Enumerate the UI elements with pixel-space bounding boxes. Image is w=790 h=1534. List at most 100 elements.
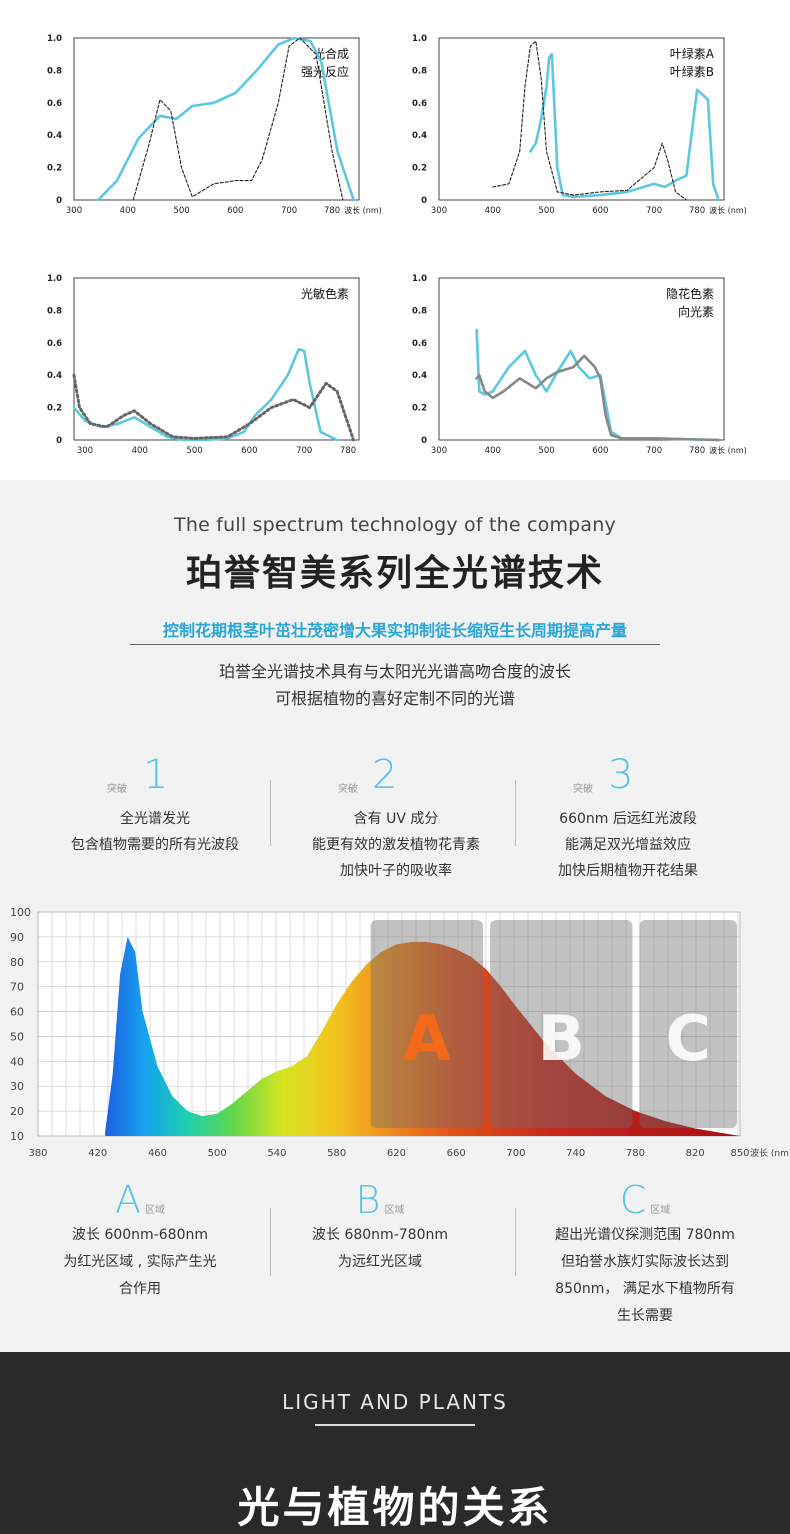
y-tick-label: 30 <box>10 1080 24 1093</box>
column-separator <box>515 780 516 846</box>
legend-label: 叶绿素A <box>670 46 715 61</box>
zone-line: 850nm， 满足水下植物所有 <box>555 1281 735 1297</box>
legend-label: 叶绿素B <box>670 64 714 79</box>
breakthrough-line: 能满足双光增益效应 <box>565 837 691 853</box>
y-tick-label: 0 <box>56 196 62 206</box>
light-and-plants-banner: LIGHT AND PLANTS 光与植物的关系 <box>0 1352 790 1534</box>
breakthrough-number: 2 <box>372 752 398 798</box>
breakthrough-line: 660nm 后远红光波段 <box>559 811 697 827</box>
x-tick-label: 400 <box>120 206 136 216</box>
y-tick-label: 0.6 <box>47 99 62 109</box>
y-tick-label: 80 <box>10 956 24 969</box>
mini-charts-area: 0 0.2 0.4 0.6 0.8 1.0 300 400 500 600 700 780 波长 (nm… <box>0 0 790 480</box>
zone-tag: 区域 <box>650 1205 671 1216</box>
zone-letter: B <box>355 1178 381 1222</box>
title-divider <box>130 644 660 645</box>
x-tick-label: 500 <box>538 446 554 456</box>
full-spectrum-chart: A B C 10 20 30 40 50 60 70 80 90 100 380 420 460 500 540 5… <box>0 900 790 1170</box>
zone-line: 为远红光区域 <box>338 1254 422 1270</box>
x-tick-label: 600 <box>592 206 608 216</box>
breakthroughs: 突破 1 全光谱发光 包含植物需要的所有光波段 突破 2 含有 UV 成分 能更… <box>0 752 790 892</box>
y-tick-label: 90 <box>10 931 24 944</box>
plot-frame <box>438 37 725 201</box>
x-tick-label: 400 <box>485 446 501 456</box>
plot-frame <box>73 37 360 201</box>
x-tick-label: 500 <box>208 1148 227 1159</box>
x-tick-label: 780 <box>340 446 356 456</box>
breakthrough-tag: 突破 <box>338 784 358 795</box>
breakthrough-line: 加快叶子的吸收率 <box>340 863 452 879</box>
series-line <box>96 36 355 202</box>
series-line <box>132 37 344 201</box>
series-line <box>529 52 720 202</box>
y-tick-label: 0.2 <box>412 404 427 414</box>
y-tick-label: 0.4 <box>412 131 427 141</box>
zone-line: 生长需要 <box>617 1308 673 1324</box>
x-tick-label: 400 <box>485 206 501 216</box>
y-tick-label: 1.0 <box>412 34 427 44</box>
y-tick-label: 0.8 <box>412 306 427 316</box>
spectrum-area <box>105 936 740 1136</box>
x-tick-label: 300 <box>431 206 447 216</box>
y-tick-label: 0.6 <box>412 339 427 349</box>
series-line <box>492 40 687 201</box>
x-tick-label: 300 <box>77 446 93 456</box>
x-tick-label: 700 <box>646 446 662 456</box>
x-tick-label: 780 <box>689 446 705 456</box>
breakthrough-line: 加快后期植物开花结果 <box>558 863 698 879</box>
y-tick-label: 70 <box>10 981 24 994</box>
banner-underline <box>315 1424 475 1426</box>
x-tick-label: 580 <box>327 1148 346 1159</box>
breakthrough-tag: 突破 <box>107 784 127 795</box>
zones: A 区域 波长 600nm-680nm 为红光区域 , 实际产生光 合作用 B 区域… <box>0 1178 790 1338</box>
column-separator <box>270 780 271 846</box>
chart-chlorophyll: 0 0.2 0.4 0.6 0.8 1.0 300 400 500 600 700 780 波长 (nm… <box>395 28 765 248</box>
zone-tag: 区域 <box>145 1205 165 1216</box>
zone-b: B 区域 波长 680nm-780nm 为远红光区域 <box>280 1178 480 1276</box>
x-tick-label: 850 <box>730 1148 749 1159</box>
english-title: The full spectrum technology of the comp… <box>174 514 616 536</box>
y-tick-label: 0.8 <box>47 306 62 316</box>
x-tick-label: 620 <box>387 1148 406 1159</box>
y-tick-label: 40 <box>10 1055 24 1068</box>
zone-letter: A <box>403 1002 451 1075</box>
legend-label: 向光素 <box>678 304 714 319</box>
x-tick-label: 780 <box>626 1148 645 1159</box>
zone-overlay <box>639 920 737 1128</box>
zone-line: 波长 600nm-680nm <box>72 1227 208 1243</box>
breakthrough-line: 包含植物需要的所有光波段 <box>71 837 239 853</box>
y-tick-label: 0 <box>56 436 62 446</box>
y-tick-label: 100 <box>10 906 31 919</box>
x-unit-label: 波长 (nm) <box>709 205 747 215</box>
y-tick-label: 1.0 <box>47 274 62 284</box>
banner-english-title: LIGHT AND PLANTS <box>282 1390 508 1414</box>
zone-line: 合作用 <box>119 1281 161 1297</box>
y-tick-label: 0.2 <box>412 164 427 174</box>
zone-letter: A <box>115 1178 141 1222</box>
legend-label: 光合成 <box>313 46 349 61</box>
x-tick-label: 300 <box>431 446 447 456</box>
x-tick-label: 500 <box>538 206 554 216</box>
breakthrough-3: 突破 3 660nm 后远红光波段 能满足双光增益效应 加快后期植物开花结果 <box>508 752 748 884</box>
y-tick-label: 0.6 <box>47 339 62 349</box>
x-tick-label: 420 <box>88 1148 107 1159</box>
y-tick-label: 0 <box>421 196 427 206</box>
y-tick-label: 0.4 <box>412 371 427 381</box>
chart-phytochrome: 0 0.2 0.4 0.6 0.8 1.0 300 400 500 600 700 780 光敏色素 <box>30 268 400 488</box>
y-tick-label: 1.0 <box>412 274 427 284</box>
y-tick-label: 0 <box>421 436 427 446</box>
breakthrough-tag: 突破 <box>573 784 593 795</box>
chinese-subtitle: 控制花期根茎叶茁壮茂密增大果实抑制徒长缩短生长周期提高产量 <box>162 621 627 640</box>
breakthrough-number: 3 <box>608 752 634 798</box>
x-unit-label: 波长 (nm) <box>344 205 382 215</box>
headline-section: The full spectrum technology of the comp… <box>0 480 790 750</box>
zone-letter: C <box>619 1178 647 1222</box>
y-tick-label: 0.2 <box>47 164 62 174</box>
x-tick-label: 600 <box>227 206 243 216</box>
description: 珀誉全光谱技术具有与太阳光光谱高吻合度的波长 可根据植物的喜好定制不同的光谱 <box>0 658 790 712</box>
zone-letter: B <box>538 1002 585 1075</box>
breakthrough-1: 突破 1 全光谱发光 包含植物需要的所有光波段 <box>35 752 275 858</box>
zone-line: 波长 680nm-780nm <box>312 1227 448 1243</box>
zone-line: 超出光谱仪探测范围 780nm <box>555 1227 735 1243</box>
